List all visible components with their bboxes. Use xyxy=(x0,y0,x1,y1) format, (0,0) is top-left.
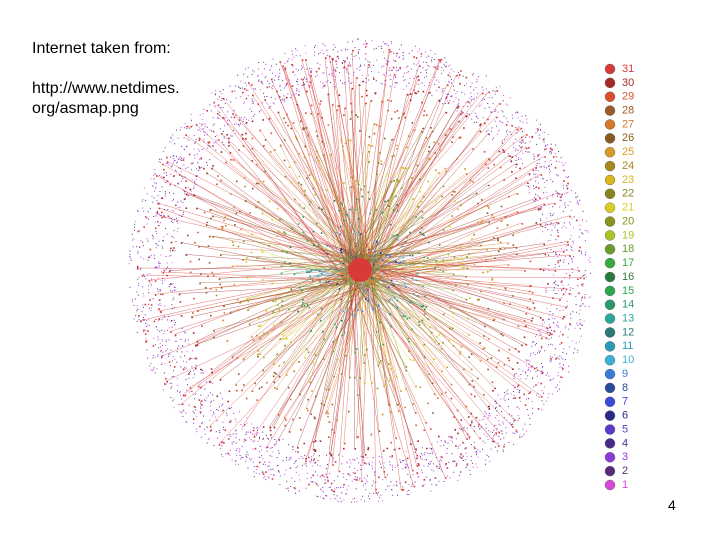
legend-swatch xyxy=(604,382,616,394)
legend-label: 4 xyxy=(622,437,628,449)
legend-label: 29 xyxy=(622,91,634,103)
legend-swatch xyxy=(604,285,616,297)
legend-swatch xyxy=(604,438,616,449)
network-graphic xyxy=(128,38,591,503)
legend-label: 2 xyxy=(622,465,628,477)
legend-swatch xyxy=(604,424,616,435)
legend-swatch xyxy=(604,368,616,380)
legend-swatch xyxy=(604,271,616,283)
legend-swatch xyxy=(604,160,616,172)
legend-label: 10 xyxy=(622,354,634,366)
legend-label: 14 xyxy=(622,299,634,311)
legend-swatch xyxy=(604,341,616,352)
legend-label: 1 xyxy=(622,479,628,491)
network-links xyxy=(199,111,517,431)
legend-swatch xyxy=(604,202,616,213)
legend-swatch xyxy=(604,119,616,130)
network-links xyxy=(372,241,390,277)
legend-swatch xyxy=(604,133,616,144)
legend-label: 18 xyxy=(622,243,634,255)
network-links xyxy=(280,215,436,344)
legend-swatch xyxy=(604,244,616,255)
network-links xyxy=(261,173,464,369)
legend-swatch xyxy=(604,327,616,338)
caption: Internet taken from: xyxy=(32,40,171,57)
legend-label: 23 xyxy=(622,174,634,186)
legend-label: 17 xyxy=(622,257,634,269)
legend-label: 15 xyxy=(622,285,634,297)
legend-label: 26 xyxy=(622,132,634,144)
legend-label: 8 xyxy=(622,382,628,394)
network-links xyxy=(317,254,403,317)
url: http://www.netdimes. xyxy=(32,80,180,97)
legend-swatch xyxy=(604,188,616,200)
legend-swatch xyxy=(604,230,616,241)
legend-swatch xyxy=(604,355,616,366)
legend-swatch xyxy=(604,91,616,102)
legend-label: 12 xyxy=(622,326,634,338)
legend-swatch xyxy=(604,465,616,477)
legend-label: 11 xyxy=(622,340,633,352)
legend-label: 9 xyxy=(622,368,628,380)
legend-label: 7 xyxy=(622,396,628,408)
legend-swatch xyxy=(604,77,616,89)
legend-swatch xyxy=(604,146,616,158)
legend-label: 6 xyxy=(622,410,628,422)
url: org/asmap.png xyxy=(32,100,139,117)
legend-label: 30 xyxy=(622,77,634,89)
legend-swatch xyxy=(604,174,616,186)
legend-label: 24 xyxy=(622,160,634,172)
legend-label: 22 xyxy=(622,188,634,200)
network-links xyxy=(293,202,409,318)
network-links xyxy=(309,225,406,287)
legend-label: 5 xyxy=(622,423,628,435)
hub xyxy=(348,258,372,282)
legend-label: 31 xyxy=(622,63,634,75)
legend-label: 20 xyxy=(622,215,634,227)
legend-label: 21 xyxy=(622,202,634,214)
network-nodes xyxy=(336,248,382,300)
legend-swatch xyxy=(604,299,616,310)
legend-swatch xyxy=(604,105,616,116)
legend-swatch xyxy=(604,479,616,491)
legend-swatch xyxy=(604,410,616,421)
page-number: 4 xyxy=(668,497,676,513)
legend-swatch xyxy=(604,313,616,324)
legend-label: 27 xyxy=(622,118,634,130)
network-links xyxy=(168,84,545,457)
legend-swatch xyxy=(604,396,616,407)
legend-label: 16 xyxy=(622,271,634,283)
network-links xyxy=(272,173,453,363)
legend-swatch xyxy=(604,216,616,227)
legend-swatch xyxy=(604,63,616,75)
network-links xyxy=(318,244,379,310)
legend-label: 28 xyxy=(622,105,634,117)
legend-swatch xyxy=(604,257,616,269)
legend-label: 19 xyxy=(622,229,634,241)
legend-label: 3 xyxy=(622,451,628,463)
legend-label: 13 xyxy=(622,313,634,325)
network-nodes xyxy=(368,248,384,261)
legend-swatch xyxy=(604,452,616,463)
legend-label: 25 xyxy=(622,146,634,158)
